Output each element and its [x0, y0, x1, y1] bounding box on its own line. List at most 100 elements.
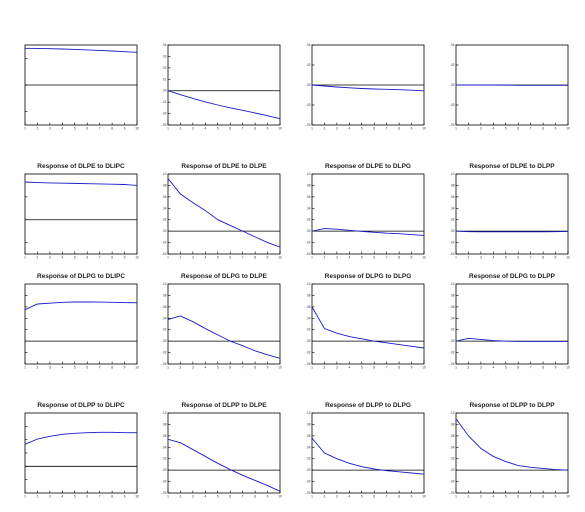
x-tick-label: 8: [398, 366, 400, 370]
x-tick-label: 3: [336, 366, 338, 370]
y-tick-label: .08: [162, 183, 167, 187]
response-line: [167, 90, 281, 120]
x-tick-label: 2: [468, 256, 470, 260]
y-tick-label: -.02: [305, 241, 311, 245]
y-tick-label: .06: [306, 434, 311, 438]
x-tick-label: 3: [192, 366, 194, 370]
x-tick-label: 4: [348, 495, 350, 499]
response-line: [311, 228, 425, 236]
y-tick-label: .02: [306, 218, 311, 222]
response-line: [455, 230, 569, 233]
y-tick-label: .02: [306, 328, 311, 332]
x-tick-label: 4: [492, 256, 494, 260]
y-tick-label: .00: [450, 468, 455, 472]
y-tick-label: .06: [306, 305, 311, 309]
plot-frame: [311, 412, 425, 494]
x-tick-label: 7: [530, 366, 532, 370]
y-tick-label: .10: [450, 282, 455, 286]
y-tick-label: -.04: [161, 362, 167, 366]
y-tick-label: -.04: [305, 362, 311, 366]
x-tick-label: 3: [336, 256, 338, 260]
y-tick-label: .00: [450, 339, 455, 343]
x-tick-label: 2: [180, 495, 182, 499]
y-tick-label: .10: [162, 411, 167, 415]
y-tick-label: .04: [162, 206, 167, 210]
irf-panel-5: Response of DLPE to DLIPC 1 2 3 4 5 6 7 8 9 10: [24, 163, 139, 260]
irf-panel-1: 1 2 3 4 5 6 7 8 9 10: [24, 44, 139, 131]
x-tick-label: 3: [192, 127, 194, 131]
x-tick-label: 4: [61, 366, 63, 370]
y-tick-label: .02: [450, 328, 455, 332]
response-line: [24, 431, 137, 445]
x-tick-label: 1: [311, 127, 313, 131]
x-tick-label: 9: [555, 366, 557, 370]
x-tick-label: 9: [411, 495, 413, 499]
plot-frame: [24, 173, 138, 255]
x-tick-label: 10: [135, 127, 139, 131]
y-tick-label: .10: [450, 411, 455, 415]
y-tick-label: -.01: [161, 100, 167, 104]
y-tick-label: -.04: [305, 491, 311, 495]
x-tick-label: 3: [480, 256, 482, 260]
x-tick-label: 5: [361, 366, 363, 370]
panel-title: Response of DLPG to DLIPC: [37, 273, 125, 280]
y-tick-label: .06: [162, 305, 167, 309]
x-tick-label: 5: [361, 256, 363, 260]
response-line: [167, 178, 281, 248]
x-tick-label: 8: [254, 495, 256, 499]
x-tick-label: 10: [135, 495, 139, 499]
y-tick-label: -.02: [449, 480, 455, 484]
x-tick-label: 2: [324, 127, 326, 131]
x-tick-label: 6: [229, 495, 231, 499]
x-tick-label: 9: [267, 366, 269, 370]
y-tick-label: -.04: [449, 362, 455, 366]
y-tick-label: .02: [162, 66, 167, 70]
response-line: [311, 437, 425, 475]
y-tick-label: .06: [162, 434, 167, 438]
x-tick-label: 4: [492, 366, 494, 370]
x-tick-label: 1: [455, 127, 457, 131]
x-tick-label: 8: [111, 127, 113, 131]
x-tick-label: 8: [111, 256, 113, 260]
irf-panel-3: -.04 -.02 .00 .02 .04 1 2 3 4 5 6 7 8 9 10: [305, 43, 426, 131]
x-tick-label: 9: [124, 366, 126, 370]
x-tick-label: 5: [217, 366, 219, 370]
panel-title: Response of DLPP to DLIPC: [37, 402, 125, 409]
y-tick-label: .06: [450, 305, 455, 309]
x-tick-label: 4: [204, 366, 206, 370]
x-tick-label: 4: [348, 256, 350, 260]
x-tick-label: 10: [566, 127, 570, 131]
panel-title: Response of DLPG to DLPG: [325, 273, 412, 280]
x-tick-label: 6: [229, 127, 231, 131]
response-line: [167, 438, 281, 492]
x-tick-label: 1: [167, 366, 169, 370]
x-tick-label: 1: [24, 495, 26, 499]
y-tick-label: -.04: [449, 252, 455, 256]
y-tick-label: -.04: [161, 491, 167, 495]
irf-panel-7: Response of DLPE to DLPG -.04 -.02 .00 .02 .0…: [305, 163, 426, 260]
x-tick-label: 2: [37, 495, 39, 499]
x-tick-label: 7: [99, 127, 101, 131]
y-tick-label: .10: [306, 172, 311, 176]
x-tick-label: 1: [24, 127, 26, 131]
x-tick-label: 3: [49, 127, 51, 131]
y-tick-label: .10: [306, 282, 311, 286]
x-tick-label: 7: [99, 495, 101, 499]
x-tick-label: 9: [411, 256, 413, 260]
x-tick-label: 5: [217, 256, 219, 260]
irf-panel-9: Response of DLPG to DLIPC 1 2 3 4 5 6 7 8 9 10: [24, 273, 139, 370]
y-tick-label: -.02: [305, 480, 311, 484]
x-tick-label: 6: [373, 127, 375, 131]
panel-title: Response of DLPG to DLPE: [181, 273, 268, 280]
panel-title: Response of DLPP to DLPG: [325, 402, 411, 409]
x-tick-label: 10: [278, 127, 282, 131]
y-tick-label: -.02: [449, 103, 455, 107]
x-tick-label: 1: [311, 256, 313, 260]
x-tick-label: 9: [411, 127, 413, 131]
y-tick-label: .04: [306, 445, 311, 449]
x-tick-label: 2: [324, 366, 326, 370]
y-tick-label: .06: [162, 195, 167, 199]
x-tick-label: 1: [167, 495, 169, 499]
irf-panel-12: Response of DLPG to DLPP -.04 -.02 .00 .02 .0…: [449, 273, 570, 370]
x-tick-label: 7: [242, 366, 244, 370]
